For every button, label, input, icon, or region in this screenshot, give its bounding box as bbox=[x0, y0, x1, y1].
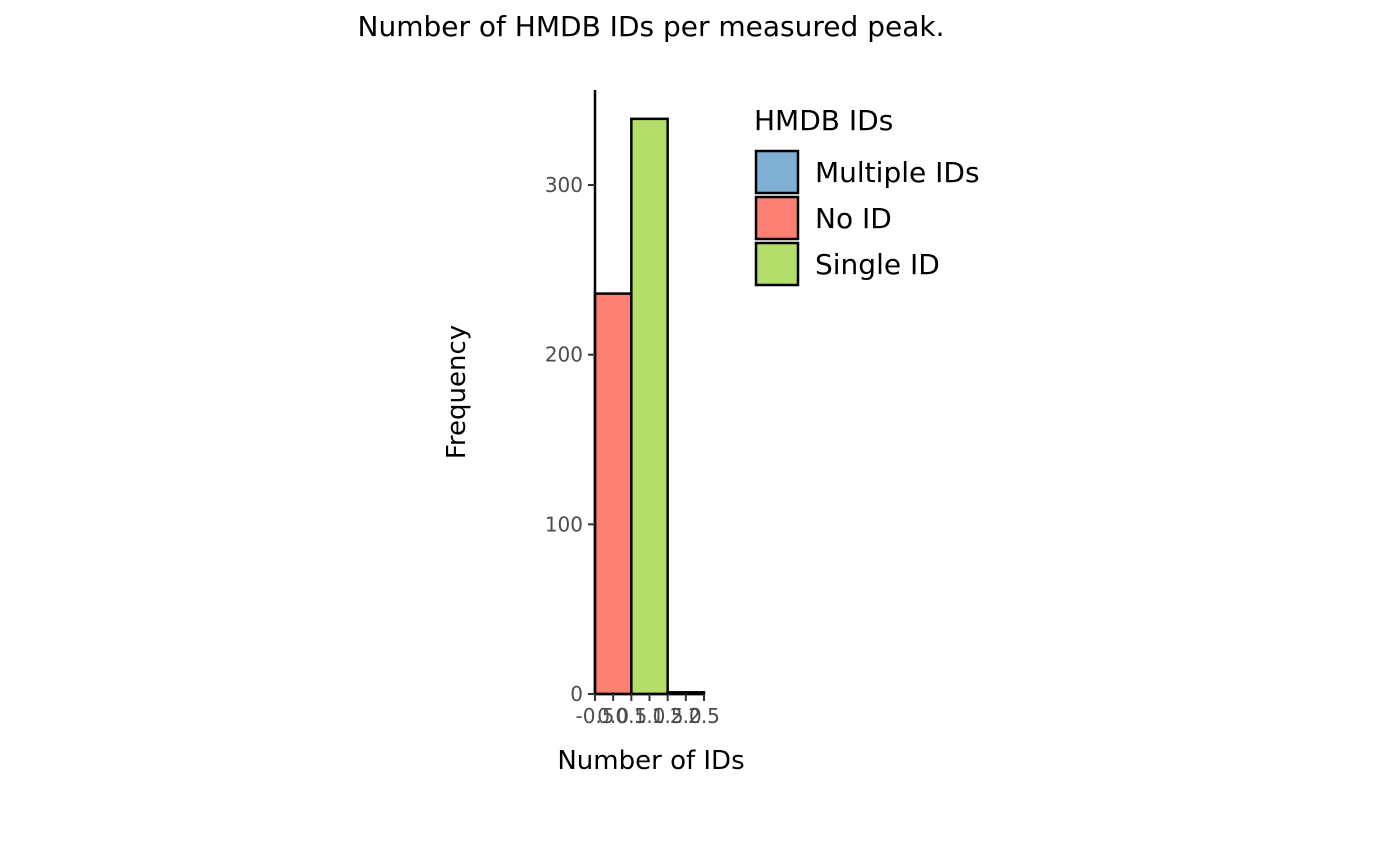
x-tick-label: 0.5 bbox=[615, 704, 647, 728]
x-tick-label: 1.0 bbox=[634, 704, 666, 728]
legend-key-multiple-ids bbox=[754, 149, 800, 195]
x-tick-label: 2.5 bbox=[688, 704, 720, 728]
y-tick-label: 300 bbox=[545, 173, 583, 197]
legend: HMDB IDs Multiple IDs No ID Single ID bbox=[754, 104, 980, 287]
legend-key-no-id bbox=[754, 195, 800, 241]
x-tick-label: 1.5 bbox=[652, 704, 684, 728]
bars-layer bbox=[593, 117, 706, 696]
y-tick-label: 0 bbox=[570, 682, 583, 706]
legend-title: HMDB IDs bbox=[754, 104, 893, 137]
bar-no-id bbox=[593, 292, 633, 696]
legend-key-single-id bbox=[754, 241, 800, 287]
y-axis-title: Frequency bbox=[442, 325, 472, 459]
x-axis-title: Number of IDs bbox=[557, 746, 744, 776]
x-tick-label: 0.0 bbox=[597, 704, 629, 728]
ticks-layer: 0 100 200 300 -0.50.00.51.01.52.02.5 bbox=[545, 173, 720, 728]
x-tick-label: 2.0 bbox=[670, 704, 702, 728]
bar-single-id bbox=[630, 117, 669, 696]
y-tick-label: 200 bbox=[545, 343, 583, 367]
x-tick-label: -0.5 bbox=[575, 704, 614, 728]
legend-label: Multiple IDs bbox=[815, 156, 980, 189]
chart-title: Number of HMDB IDs per measured peak. bbox=[358, 10, 945, 43]
legend-label: Single ID bbox=[815, 248, 940, 281]
legend-label: No ID bbox=[815, 202, 892, 235]
y-tick-label: 100 bbox=[545, 512, 583, 536]
